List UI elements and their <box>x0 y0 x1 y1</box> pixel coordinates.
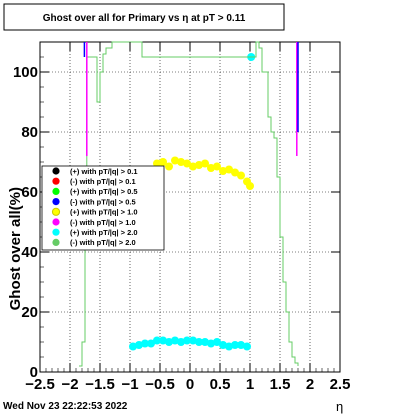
data-point <box>219 341 227 349</box>
x-tick-label: 0.5 <box>210 376 231 393</box>
x-tick-label: −2 <box>61 376 78 393</box>
data-point <box>171 336 179 345</box>
y-tick-label: 80 <box>21 124 38 141</box>
data-point <box>183 336 191 345</box>
data-point <box>246 182 254 190</box>
legend-marker <box>51 207 61 216</box>
data-point <box>171 156 179 165</box>
data-point <box>207 164 215 172</box>
data-point <box>225 342 233 351</box>
legend-entry: (-) with pT/|q| > 2.0 <box>70 238 136 247</box>
x-tick-label: −2.5 <box>25 376 55 393</box>
data-point <box>195 161 203 169</box>
x-tick-label: −1.5 <box>85 376 115 393</box>
data-point <box>141 339 149 348</box>
x-tick-label: 1.5 <box>270 376 291 393</box>
chart-title: Ghost over all for Primary vs η at pT > … <box>43 13 246 24</box>
data-point <box>231 168 239 177</box>
data-point <box>165 338 173 346</box>
legend-marker <box>52 177 60 185</box>
legend-entry: (+) with pT/|q| > 0.5 <box>70 187 138 196</box>
x-tick-label: −0.5 <box>145 376 175 393</box>
y-tick-label: 20 <box>21 304 38 321</box>
data-point <box>243 342 251 351</box>
data-point <box>177 158 185 166</box>
data-point <box>213 338 221 346</box>
data-point <box>189 162 197 171</box>
legend-entry: (-) with pT/|q| > 0.1 <box>70 177 136 186</box>
data-point <box>225 165 233 174</box>
data-point <box>207 339 215 348</box>
legend-entry: (+) with pT/|q| > 1.0 <box>70 208 138 217</box>
data-point <box>195 338 203 346</box>
legend-marker <box>52 198 60 206</box>
data-point <box>213 162 221 171</box>
legend-marker <box>52 218 60 226</box>
data-point <box>201 159 209 168</box>
data-point <box>231 341 239 349</box>
data-point <box>165 162 173 171</box>
data-point <box>201 338 209 346</box>
legend-entry: (+) with pT/|q| > 0.1 <box>70 167 138 176</box>
y-axis-label: Ghost over all(%) <box>7 187 24 310</box>
legend-entry: (-) with pT/|q| > 0.5 <box>70 197 136 206</box>
y-tick-label: 60 <box>21 184 38 201</box>
timestamp: Wed Nov 23 22:22:53 2022 <box>3 401 128 412</box>
y-tick-label: 100 <box>13 64 38 81</box>
legend-entry: (+) with pT/|q| > 2.0 <box>70 228 138 237</box>
axes: −2.5 −2 −1.5 −1 −0.5 0 0.5 1 1.5 2 2.5 0 20 40 60 80 100 <box>13 41 351 393</box>
data-point <box>183 159 191 168</box>
data-point <box>153 336 161 345</box>
data-point <box>237 341 245 349</box>
series-layer <box>79 41 299 367</box>
data-point <box>135 341 143 349</box>
x-tick-label: −1 <box>121 376 138 393</box>
x-tick-label: 2 <box>306 376 314 393</box>
data-point <box>159 336 167 345</box>
data-point <box>153 159 161 168</box>
data-point <box>129 342 137 351</box>
y-tick-label: 0 <box>30 364 38 381</box>
series-step-line <box>79 41 299 367</box>
data-point <box>189 336 197 345</box>
x-axis-label: η <box>336 399 343 414</box>
data-point <box>219 167 227 175</box>
data-point <box>177 338 185 346</box>
legend-marker <box>52 238 60 246</box>
data-point <box>237 171 245 180</box>
data-point <box>159 158 167 166</box>
data-point <box>147 339 155 348</box>
x-tick-label: 1 <box>246 376 254 393</box>
y-tick-label: 40 <box>21 244 38 261</box>
legend: (+) with pT/|q| > 0.1(-) with pT/|q| > 0… <box>41 165 165 251</box>
legend-entry: (-) with pT/|q| > 1.0 <box>70 218 136 227</box>
legend-marker <box>52 187 60 195</box>
x-tick-label: 0 <box>186 376 194 393</box>
x-tick-label: 2.5 <box>330 376 351 393</box>
legend-marker <box>52 228 60 236</box>
title-box: Ghost over all for Primary vs η at pT > … <box>3 3 285 31</box>
legend-marker <box>52 167 60 175</box>
